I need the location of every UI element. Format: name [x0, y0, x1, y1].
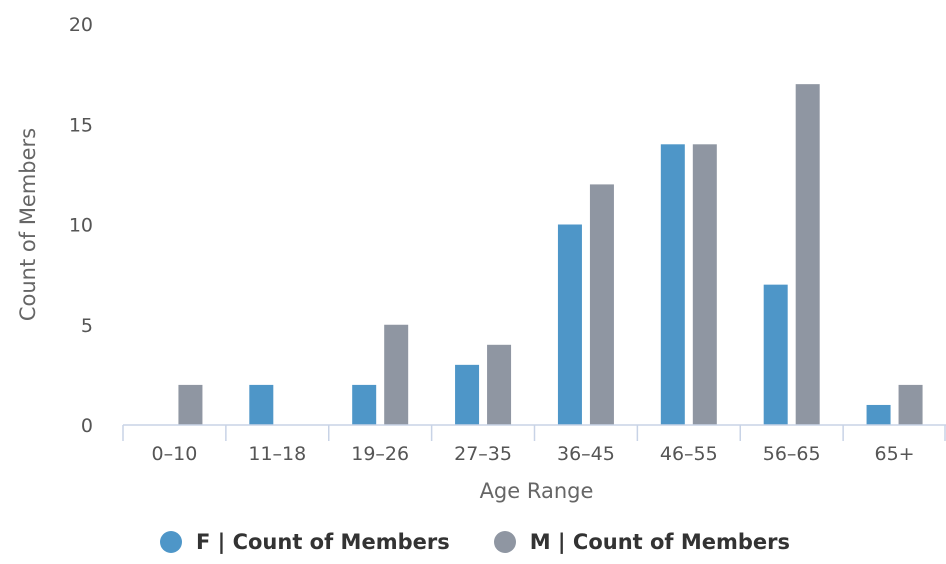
y-tick-label: 20	[69, 14, 93, 36]
bar-f-36-45[interactable]	[557, 224, 582, 426]
bar-m-0-10[interactable]	[178, 384, 203, 425]
x-tick-label: 11–18	[248, 443, 306, 465]
bar-f-56-65[interactable]	[763, 284, 788, 425]
legend-marker-m	[493, 531, 516, 553]
y-axis-title: Count of Members	[16, 128, 40, 321]
legend: F | Count of Members M | Count of Member…	[0, 524, 946, 560]
legend-marker-f	[159, 531, 182, 553]
x-tick-label: 27–35	[454, 443, 512, 465]
bar-f-65+[interactable]	[866, 404, 891, 425]
y-tick-label: 15	[69, 114, 93, 136]
bar-f-11-18[interactable]	[249, 384, 274, 425]
bar-f-19-26[interactable]	[352, 384, 377, 425]
bar-m-56-65[interactable]	[795, 84, 820, 426]
y-tick-label: 10	[69, 215, 93, 237]
bar-m-19-26[interactable]	[384, 324, 409, 425]
bar-f-46-55[interactable]	[660, 144, 685, 426]
x-tick-label: 65+	[875, 443, 915, 465]
y-tick-label: 0	[81, 415, 93, 437]
bar-chart: 0 5 10 15 20 Count of Members 0–10 11–18 19–26 27…	[16, 14, 946, 503]
bar-m-27-35[interactable]	[487, 344, 512, 425]
x-tick-label: 56–65	[763, 443, 821, 465]
bar-m-46-55[interactable]	[692, 144, 717, 426]
legend-item-m[interactable]: M | Count of Members	[493, 530, 791, 554]
bar-f-27-35[interactable]	[455, 364, 480, 425]
x-tick-label: 0–10	[152, 443, 198, 465]
x-axis-title: Age Range	[480, 479, 594, 503]
x-tick-label: 36–45	[557, 443, 615, 465]
y-tick-label: 5	[81, 315, 93, 337]
x-tick-label: 19–26	[351, 443, 409, 465]
legend-label-f: F | Count of Members	[195, 530, 450, 554]
legend-label-m: M | Count of Members	[529, 530, 791, 554]
legend-item-f[interactable]: F | Count of Members	[159, 530, 450, 554]
x-tick-label: 46–55	[660, 443, 718, 465]
bar-m-65+[interactable]	[898, 384, 923, 425]
bar-m-36-45[interactable]	[589, 184, 614, 425]
